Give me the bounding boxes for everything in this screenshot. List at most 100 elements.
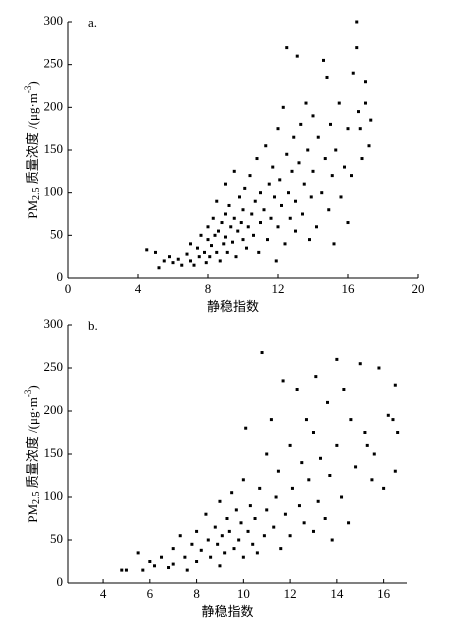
point	[168, 255, 171, 259]
point	[357, 110, 360, 114]
point	[295, 54, 299, 58]
point	[269, 216, 273, 220]
point	[245, 246, 248, 250]
point	[192, 263, 196, 267]
x-tick-label: 20	[412, 281, 425, 296]
point	[335, 443, 339, 447]
point	[281, 379, 285, 383]
point	[301, 212, 304, 216]
point	[276, 225, 280, 229]
point	[180, 263, 184, 267]
point	[260, 351, 264, 355]
point	[339, 195, 343, 199]
point	[274, 259, 278, 263]
point	[346, 221, 350, 225]
point	[171, 261, 175, 265]
point	[330, 174, 334, 178]
point	[274, 495, 278, 499]
point	[272, 525, 276, 529]
point	[276, 469, 280, 473]
point	[220, 534, 224, 538]
point	[281, 105, 285, 109]
point	[273, 195, 276, 199]
point	[248, 174, 252, 178]
y-tick-label: 150	[44, 141, 64, 156]
point	[195, 560, 199, 563]
x-tick-label: 0	[65, 281, 72, 296]
point	[230, 491, 234, 495]
point	[218, 564, 222, 568]
point	[288, 216, 292, 220]
point	[386, 413, 390, 417]
point	[248, 504, 252, 508]
point	[215, 199, 219, 203]
point	[259, 191, 262, 195]
y-tick-label: 150	[44, 445, 64, 460]
point	[255, 157, 259, 161]
point	[246, 529, 250, 533]
point	[354, 465, 358, 469]
point	[297, 161, 301, 165]
panel-label: a.	[88, 15, 97, 30]
point	[157, 266, 161, 270]
y-axis-label-part: PM	[25, 504, 40, 523]
point	[304, 101, 308, 105]
y-tick-label: 100	[44, 488, 64, 503]
point	[330, 538, 334, 542]
point	[290, 169, 294, 173]
point	[299, 122, 303, 126]
point	[220, 221, 224, 225]
point	[120, 568, 124, 572]
point	[153, 564, 157, 568]
point	[167, 566, 171, 570]
point	[178, 534, 182, 538]
point	[216, 542, 220, 546]
point	[316, 499, 320, 503]
point	[288, 534, 292, 538]
point	[208, 255, 212, 259]
point	[355, 46, 359, 50]
point	[225, 250, 229, 254]
point	[224, 212, 227, 216]
y-tick-label: 50	[50, 226, 63, 241]
point	[370, 478, 374, 482]
point	[252, 233, 255, 237]
y-tick-label: 0	[57, 574, 64, 589]
x-tick-label: 4	[135, 281, 142, 296]
point	[258, 486, 262, 490]
point	[322, 58, 325, 62]
point	[363, 431, 367, 434]
point	[211, 216, 215, 220]
point	[346, 127, 350, 131]
point	[280, 203, 283, 207]
point	[253, 517, 257, 520]
point	[232, 547, 236, 551]
point	[302, 182, 306, 186]
point	[283, 512, 287, 516]
y-tick-label: 300	[44, 13, 64, 28]
point	[288, 443, 292, 447]
point	[206, 225, 210, 229]
point	[232, 169, 236, 173]
point	[365, 443, 369, 447]
point	[351, 71, 355, 75]
point	[355, 20, 359, 24]
point	[266, 238, 269, 242]
point	[377, 366, 381, 370]
point	[244, 426, 248, 430]
y-tick-label: 100	[44, 184, 64, 199]
point	[215, 250, 219, 254]
x-tick-label: 14	[330, 586, 344, 601]
point	[329, 122, 332, 126]
y-axis-label-part: -3	[23, 389, 33, 397]
y-axis-label: PM2.5 质量浓度 /(μg·m-3)	[23, 81, 42, 219]
point	[257, 250, 261, 254]
point	[340, 495, 344, 499]
point	[239, 221, 243, 225]
y-tick-label: 200	[44, 98, 64, 113]
point	[189, 242, 192, 246]
point	[259, 221, 262, 225]
point	[391, 418, 395, 422]
x-tick-label: 16	[377, 586, 391, 601]
point	[304, 418, 308, 422]
